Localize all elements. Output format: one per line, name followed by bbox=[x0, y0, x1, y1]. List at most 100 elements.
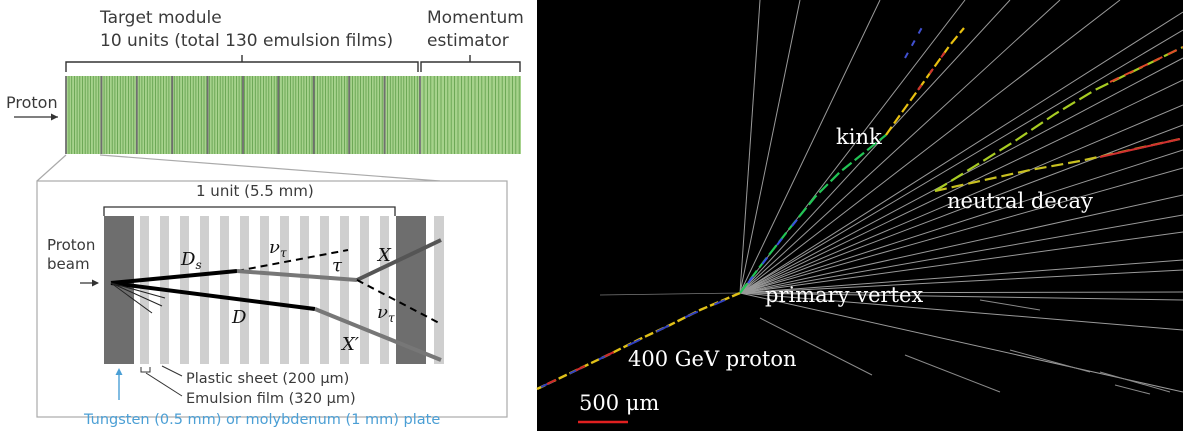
beam-label-2: beam bbox=[47, 255, 90, 273]
next-unit-plastic bbox=[434, 216, 444, 364]
momentum-subtitle: estimator bbox=[427, 31, 509, 51]
proton-energy-label: 400 GeV proton bbox=[628, 347, 797, 371]
gray-track bbox=[739, 292, 1183, 393]
beam-label-1: Proton bbox=[47, 236, 95, 254]
proton-label: Proton bbox=[6, 93, 58, 112]
emulsion-leader bbox=[145, 372, 183, 397]
target-schematic: Target module 10 units (total 130 emulsi… bbox=[6, 8, 524, 428]
track-d bbox=[110, 281, 316, 311]
gray-track bbox=[739, 214, 1183, 294]
plastic-stripe bbox=[280, 216, 289, 364]
next-unit-film bbox=[426, 216, 434, 364]
gray-segment bbox=[904, 354, 1001, 393]
kink-daughter-track bbox=[885, 27, 965, 136]
zoom-guide-left bbox=[36, 154, 67, 182]
gray-track bbox=[599, 292, 741, 296]
momentum-brace bbox=[420, 55, 521, 72]
neutral-decay-track-1-red bbox=[1099, 138, 1181, 158]
label-x-prime: X′ bbox=[340, 334, 359, 355]
gray-track bbox=[739, 292, 1183, 331]
proton-arrowhead bbox=[51, 113, 58, 121]
gray-segment bbox=[1099, 371, 1171, 393]
gray-segment bbox=[759, 317, 873, 376]
track-nu-tau-2 bbox=[356, 279, 442, 325]
neutral-decay-label: neutral decay bbox=[947, 189, 1093, 213]
gray-segment bbox=[1114, 384, 1151, 395]
label-tau: τ bbox=[332, 255, 343, 276]
plastic-bracket bbox=[140, 367, 151, 373]
gray-track bbox=[739, 0, 1121, 294]
scale-bar-label: 500 μm bbox=[579, 391, 659, 415]
plastic-stripe bbox=[340, 216, 349, 364]
gray-track bbox=[739, 259, 1183, 294]
event-display-background bbox=[537, 0, 1183, 431]
plastic-stripe bbox=[360, 216, 369, 364]
gray-track bbox=[739, 149, 1183, 294]
neutral-decay-track-2-red bbox=[1109, 46, 1183, 83]
track-x-prime bbox=[314, 307, 442, 362]
label-nu-tau-1: ντ bbox=[269, 237, 287, 260]
incoming-proton-track-red bbox=[546, 348, 621, 385]
track-ds bbox=[110, 269, 238, 285]
unit-brace bbox=[103, 206, 396, 216]
incoming-proton-track-color bbox=[540, 299, 726, 388]
plastic-stripe bbox=[300, 216, 309, 364]
target-unit-dividers bbox=[65, 76, 421, 154]
gray-track bbox=[739, 0, 801, 294]
plastic-stripe bbox=[180, 216, 189, 364]
label-x: X bbox=[376, 245, 392, 266]
gray-segment bbox=[1009, 349, 1091, 373]
track-tau bbox=[236, 269, 358, 282]
gray-track bbox=[739, 29, 1183, 294]
gray-track bbox=[739, 0, 1061, 294]
momentum-title: Momentum bbox=[427, 8, 524, 28]
plastic-stripe bbox=[200, 216, 209, 364]
momentum-film-lines bbox=[423, 76, 520, 154]
interaction-tracks bbox=[110, 238, 442, 362]
gray-track bbox=[739, 0, 1011, 294]
plastic-leader bbox=[161, 365, 183, 377]
gray-track bbox=[739, 194, 1183, 294]
plastic-stripe bbox=[220, 216, 229, 364]
target-module-title: Target module bbox=[99, 8, 222, 28]
target-brace bbox=[65, 55, 419, 72]
gray-track bbox=[739, 292, 1183, 301]
gray-track bbox=[739, 0, 761, 294]
emulsion-film-label: Emulsion film (320 μm) bbox=[186, 391, 356, 407]
plastic-stripe bbox=[380, 216, 389, 364]
track-spray-1 bbox=[110, 282, 166, 299]
plate-label: Tungsten (0.5 mm) or molybdenum (1 mm) p… bbox=[83, 412, 440, 428]
track-nu-tau-1 bbox=[236, 249, 349, 272]
track-x bbox=[356, 238, 442, 282]
plastic-sheet-label: Plastic sheet (200 μm) bbox=[186, 371, 349, 387]
plastic-stripe bbox=[320, 216, 329, 364]
gray-track bbox=[739, 124, 1183, 294]
track-spray-3 bbox=[110, 282, 153, 314]
gray-track bbox=[739, 291, 1183, 294]
gray-track bbox=[739, 104, 1183, 294]
target-module-subtitle: 10 units (total 130 emulsion films) bbox=[100, 31, 393, 51]
gray-track bbox=[739, 231, 1183, 294]
label-ds: Ds bbox=[180, 249, 202, 272]
gray-track bbox=[739, 79, 1183, 294]
gray-track bbox=[739, 269, 1183, 294]
gray-track bbox=[739, 167, 1183, 294]
event-display: kink neutral decay primary vertex 400 Ge… bbox=[536, 0, 1183, 431]
tungsten-plate-upstream bbox=[104, 216, 134, 364]
label-nu-tau-2: ντ bbox=[377, 302, 395, 325]
gray-track bbox=[739, 11, 1183, 294]
plate-arrowhead bbox=[115, 368, 123, 375]
plastic-stripe bbox=[140, 216, 149, 364]
gray-track bbox=[739, 0, 881, 294]
gray-segment bbox=[979, 299, 1041, 311]
plastic-stripe bbox=[260, 216, 269, 364]
beam-arrowhead bbox=[92, 279, 99, 287]
label-d: D bbox=[231, 307, 247, 328]
zoom-guide-right bbox=[99, 154, 441, 182]
target-film-lines bbox=[68, 76, 418, 154]
unit-label: 1 unit (5.5 mm) bbox=[196, 182, 314, 200]
kink-label: kink bbox=[836, 125, 882, 149]
track-spray-2 bbox=[110, 282, 163, 307]
plastic-stripe bbox=[240, 216, 249, 364]
